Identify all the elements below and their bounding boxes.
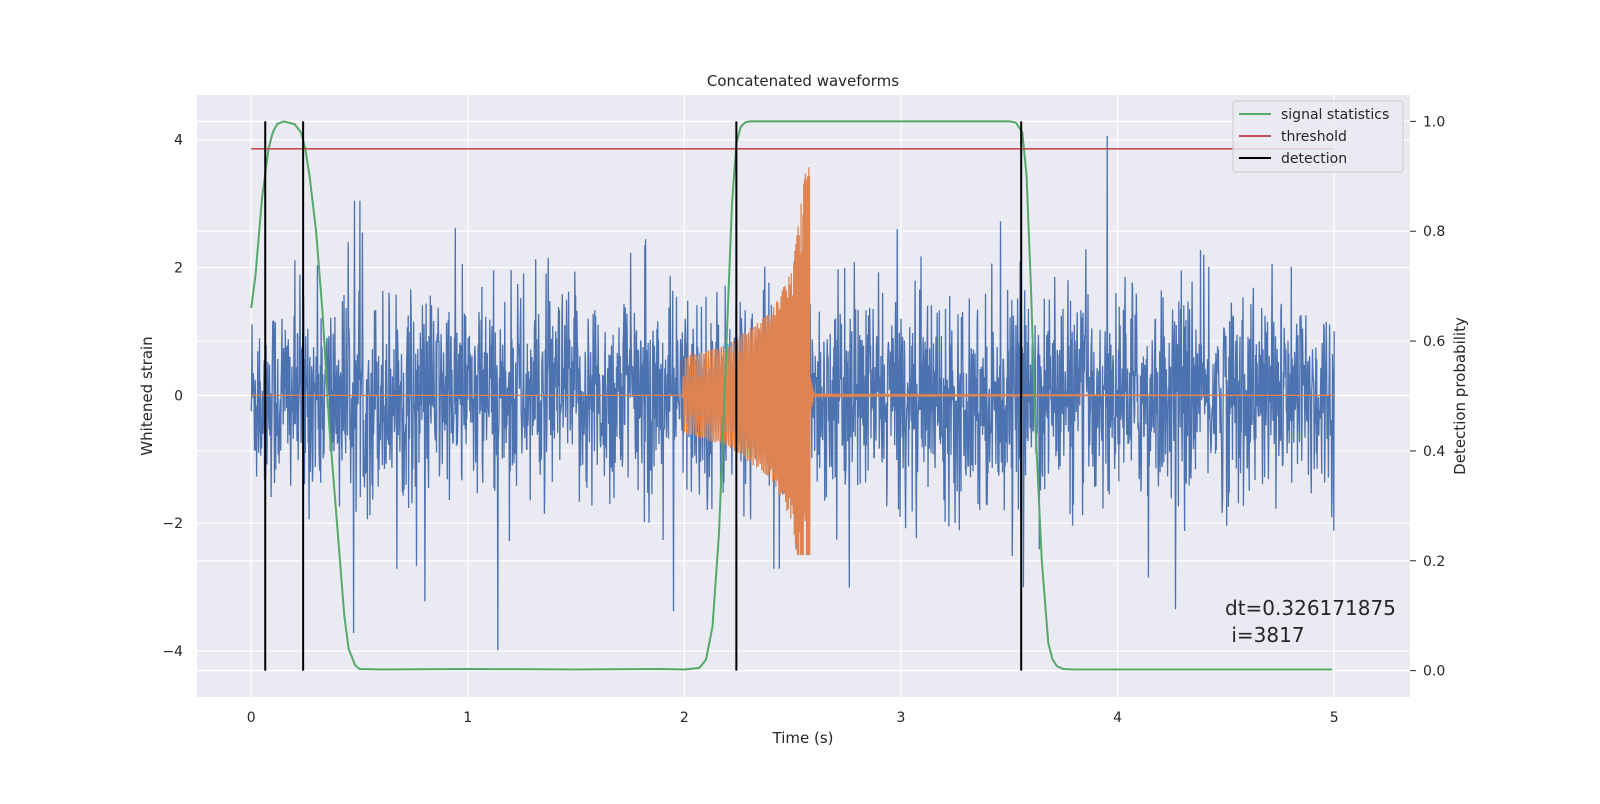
legend: signal statistics threshold detection <box>1232 100 1404 173</box>
y-tick-label: 2 <box>174 261 183 277</box>
y2-tick-label: 0.6 <box>1423 334 1445 350</box>
legend-box <box>1232 100 1404 173</box>
annotation-dt: dt=0.326171875 <box>1225 596 1396 620</box>
y-tick-label: −2 <box>162 516 183 532</box>
x-tick-label: 4 <box>1113 710 1122 726</box>
y-tick-label: 4 <box>174 133 183 149</box>
y2-tick-label: 0.0 <box>1423 664 1445 680</box>
annotation-index: i=3817 <box>1225 623 1305 647</box>
y-tick-label: 0 <box>174 388 183 404</box>
x-tick-label: 3 <box>897 710 906 726</box>
legend-label: signal statistics <box>1281 107 1389 123</box>
x-tick-label: 2 <box>680 710 689 726</box>
y2-tick-label: 0.8 <box>1423 224 1445 240</box>
x-tick-label: 0 <box>247 710 256 726</box>
chart-title: Concatenated waveforms <box>707 72 899 90</box>
injected-signal-series <box>251 167 1335 556</box>
y2-tick-label: 0.2 <box>1423 554 1445 570</box>
x-axis-label: Time (s) <box>772 729 834 747</box>
x-tick-label: 5 <box>1330 710 1339 726</box>
legend-label: detection <box>1281 151 1347 167</box>
x-tick-label: 1 <box>463 710 472 726</box>
y-axis-label: Whitened strain <box>138 336 156 455</box>
y2-tick-label: 0.4 <box>1423 444 1445 460</box>
y-tick-label: −4 <box>162 644 183 660</box>
y2-tick-label: 1.0 <box>1423 114 1445 130</box>
y2-axis-label: Detection probability <box>1451 317 1469 475</box>
legend-label: threshold <box>1281 129 1347 145</box>
